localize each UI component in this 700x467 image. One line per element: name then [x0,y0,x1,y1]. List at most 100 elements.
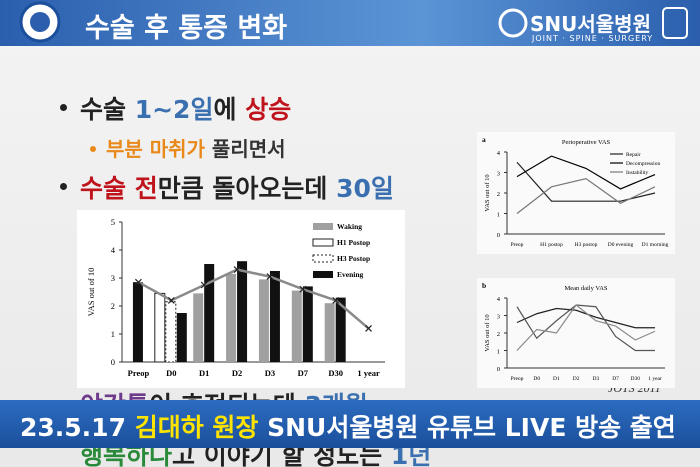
bar [132,282,143,362]
line [516,161,656,202]
marker [365,324,372,332]
chart-title: Perioperative VAS [562,139,611,146]
text: 수술 [80,95,135,124]
y-axis-label: VAS out of 10 [484,314,491,351]
text: 1~2일 [134,95,214,124]
line [516,304,655,352]
text: 상승 [245,95,292,124]
marker [299,285,307,293]
logo-subtitle: JOINT · SPINE · SURGERY [532,34,654,43]
legend-label: Evening [337,270,364,279]
y-axis-label: VAS out of 10 [86,268,96,317]
bullet [60,104,67,111]
x-tick-label: D0 [533,376,540,382]
x-tick-label: Preop [511,376,524,382]
bar [324,303,335,362]
crest [662,7,688,39]
bar [258,279,269,362]
y-tick-label: 3 [497,314,500,321]
x-tick-label: D1 morning [642,242,669,248]
y-tick-label: 4 [497,150,501,157]
marker [233,266,241,274]
legend-label: Decompression [626,161,660,167]
panel-label: a [482,135,486,144]
x-tick-label: D1 [553,376,560,382]
x-tick-label: H3 postop [575,242,598,248]
text: SNU서울병원 유튜브 LIVE 방송 출연 [258,413,676,442]
y-tick-label: 1 [497,212,500,219]
x-tick-label: H1 postop [540,242,563,248]
y-tick-label: 3 [111,273,115,283]
bullet [90,146,96,152]
x-tick-label: D7 [612,376,619,382]
x-tick-label: D2 [232,368,242,378]
bar [335,297,346,362]
line [516,155,656,190]
marker [332,296,340,304]
x-tick-label: D3 [265,368,275,378]
marker [266,273,274,281]
x-tick-label: D2 [573,376,580,382]
bullet-text: 부분 마취가 풀리면서 [106,133,286,162]
legend-swatch [312,254,334,263]
bullet [60,183,67,190]
y-tick-label: 0 [497,232,500,239]
y-tick-label: 5 [111,217,115,227]
chart-title: Mean daily VAS [564,285,607,292]
legend-label: Waking [337,222,362,231]
legend-swatch [312,238,334,247]
text: 에 [213,95,246,124]
slide-title: 수술 후 통증 변화 [85,13,288,44]
bar [176,313,187,362]
bar [193,293,204,362]
plot-bg [477,278,675,388]
emblem [19,1,61,43]
y-tick-label: 4 [111,245,116,255]
caption-banner: 23.5.17 김대하 원장 SNU서울병원 유튜브 LIVE 방송 출연 [0,400,700,448]
bar [291,290,302,362]
panel-label: b [482,281,486,290]
text: 김대하 원장 [134,413,259,442]
x-tick-label: D30 [328,368,343,378]
bar [237,261,248,362]
bar [302,286,313,362]
line [516,304,656,351]
header-band [0,0,700,46]
y-tick-label: 0 [497,366,500,373]
bullet-text: 수술 1~2일에 상승 [80,90,291,126]
bar [226,273,237,362]
y-tick-label: 1 [497,349,500,356]
y-tick-label: 0 [111,357,115,367]
y-tick-label: 3 [497,171,500,178]
marker [167,296,175,304]
logo-mark [498,8,528,38]
caption: 23.5.17 김대하 원장 SNU서울병원 유튜브 LIVE 방송 출연 [20,408,676,444]
x-tick-label: 1 year [648,376,662,382]
text: 23.5.17 [20,413,135,442]
logo-text: SNU서울병원 [530,12,651,36]
y-tick-label: 2 [111,301,115,311]
marker [135,278,142,286]
x-tick-label: D7 [298,368,309,378]
bar [154,292,166,363]
text: 부분 마취가 [106,137,205,161]
x-tick-label: D30 [631,376,641,382]
y-axis-label: VAS out of 10 [484,174,491,211]
legend-swatch [313,223,333,230]
y-tick-label: 4 [497,296,501,303]
x-tick-label: Preop [511,242,524,248]
text: 수술 전 [80,174,158,203]
text: 30일 [336,174,394,203]
x-tick-label: D3 [592,376,599,382]
x-tick-label: 1 year [357,368,380,378]
x-tick-label: D0 evening [608,242,634,248]
line [516,307,655,329]
legend-swatch [313,271,333,278]
x-tick-label: Preop [128,368,150,378]
legend-label: H1 Postop [337,238,370,247]
bar [204,264,215,362]
line [516,178,656,214]
line [137,268,370,330]
